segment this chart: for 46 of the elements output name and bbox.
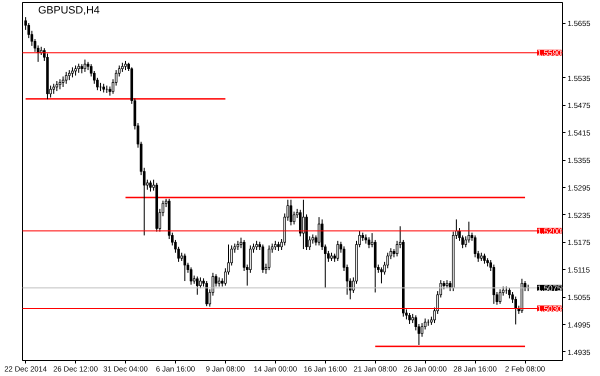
candlestick xyxy=(364,234,368,244)
candlestick xyxy=(149,180,152,192)
candlestick xyxy=(108,86,112,96)
candlestick xyxy=(318,216,320,246)
candlestick xyxy=(262,244,264,274)
candlestick xyxy=(74,65,77,76)
ref-line-label: 1.5030 xyxy=(537,304,562,314)
candlestick xyxy=(56,80,58,92)
candlestick xyxy=(255,240,258,250)
candlestick xyxy=(368,236,370,249)
candlestick xyxy=(71,66,74,78)
candlestick xyxy=(199,276,202,289)
candlestick xyxy=(380,266,383,284)
candlestick xyxy=(183,253,186,282)
ref-line-label: 1.5200 xyxy=(537,226,562,236)
candlestick xyxy=(268,244,270,271)
candlestick xyxy=(64,71,68,84)
chart-title: GBPUSD,H4 xyxy=(38,4,100,16)
candlestick xyxy=(218,276,220,288)
candlestick xyxy=(52,83,56,94)
candlestick xyxy=(196,276,199,296)
candlestick xyxy=(84,59,86,72)
candlestick xyxy=(236,240,240,250)
candlestick xyxy=(205,280,208,307)
candlestick xyxy=(468,221,470,244)
candlestick xyxy=(68,70,71,81)
ref-line-label: 1.5075 xyxy=(537,284,562,293)
candlestick xyxy=(508,286,511,299)
ref-line-label: 1.5590 xyxy=(537,48,562,58)
candlestick xyxy=(62,76,64,88)
candlestick xyxy=(498,288,502,304)
candlestick xyxy=(277,241,280,252)
candlestick xyxy=(483,253,486,264)
candlestick xyxy=(411,313,414,324)
candlestick xyxy=(474,234,476,258)
candlestick xyxy=(336,240,340,262)
candlestick xyxy=(58,78,62,90)
candlestick xyxy=(408,312,411,324)
candlestick xyxy=(124,60,127,71)
candlestick xyxy=(274,240,277,250)
candlestick xyxy=(77,63,80,74)
candlestick xyxy=(420,322,424,338)
candlestick xyxy=(121,62,124,72)
candlestick xyxy=(290,199,292,226)
candlestick xyxy=(80,64,84,74)
candlestick xyxy=(190,266,192,286)
